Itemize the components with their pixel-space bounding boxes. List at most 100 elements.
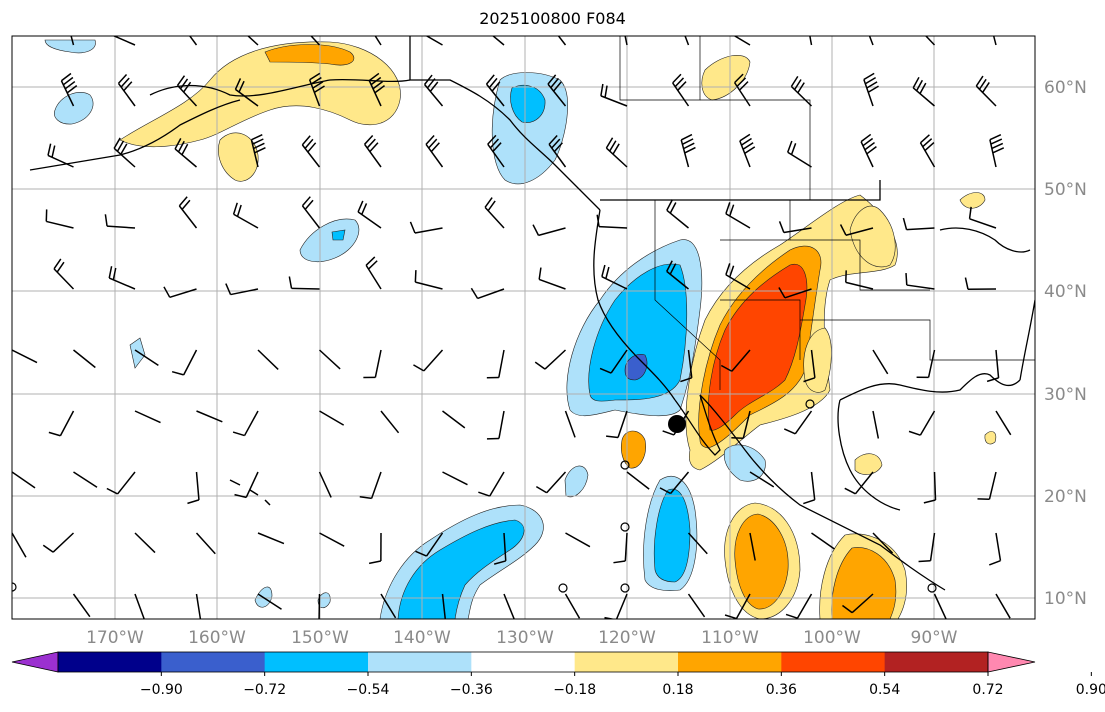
wind-barb <box>968 206 997 229</box>
wind-barb <box>368 72 385 107</box>
wind-barb <box>538 267 566 290</box>
wind-barb <box>12 105 13 106</box>
wind-barb <box>687 532 708 555</box>
wind-barb <box>666 260 689 290</box>
wind-barb <box>484 197 505 229</box>
longitude-label: 110°W <box>701 628 759 648</box>
wind-barb <box>535 471 567 494</box>
wind-barb <box>684 36 690 46</box>
wind-barb <box>811 532 835 550</box>
wind-barb <box>565 532 591 548</box>
wind-barb <box>176 75 198 107</box>
wind-barb <box>613 532 628 564</box>
colorbar-tick-label: 0.90 <box>1076 682 1105 698</box>
wind-barb <box>659 471 690 495</box>
wind-barb <box>73 471 98 488</box>
wind-barb <box>425 36 443 46</box>
wind-barb <box>842 593 874 614</box>
wind-barb <box>106 471 136 495</box>
wind-barb <box>680 349 693 383</box>
positive-anomaly-area <box>620 430 646 469</box>
wind-barb <box>195 532 216 555</box>
wind-barb <box>12 349 38 364</box>
wind-barb <box>196 410 223 423</box>
wind-barb <box>547 74 567 107</box>
wind-barb <box>809 36 813 46</box>
longitude-label: 130°W <box>496 628 554 648</box>
wind-barb <box>134 410 161 424</box>
wind-barb <box>319 532 345 547</box>
wind-barb <box>178 196 198 229</box>
wind-barb <box>485 74 505 107</box>
positive-anomaly-area <box>218 132 259 182</box>
wind-barb <box>357 200 382 229</box>
wind-barb <box>989 134 1005 168</box>
wind-barb <box>319 410 345 426</box>
wind-barb <box>964 277 997 291</box>
colorbar-segment <box>781 652 886 672</box>
wind-barb <box>134 593 145 619</box>
wind-barb <box>532 224 566 237</box>
latitude-label: 40°N <box>1044 282 1087 302</box>
wind-barb <box>442 471 468 486</box>
colorbar-tick-label: 0.36 <box>766 682 797 698</box>
wind-barb <box>912 76 935 107</box>
wind-barb <box>923 471 937 504</box>
wind-barb <box>134 532 156 554</box>
wind-barb <box>733 73 751 107</box>
longitude-labels: 170°W 160°W 150°W 140°W 130°W 120°W 110°W 100°W… <box>86 628 958 648</box>
wind-barb <box>12 227 13 228</box>
colorbar-segment <box>368 652 472 672</box>
wind-barb <box>72 593 91 618</box>
colorbar-segment <box>264 652 369 672</box>
latitude-label: 60°N <box>1044 78 1087 98</box>
wind-barb <box>977 471 997 500</box>
wind-barb <box>725 263 751 290</box>
wind-barb <box>486 349 505 379</box>
wind-barb <box>163 286 197 299</box>
wind-barb <box>174 138 197 168</box>
wind-barb <box>599 349 628 374</box>
longitude-label: 150°W <box>291 628 349 648</box>
wind-barb <box>493 532 507 565</box>
wind-barb <box>995 410 1012 436</box>
wind-barb <box>42 532 75 553</box>
negative-anomaly-area <box>564 465 589 498</box>
plot-frame <box>11 35 1036 620</box>
wind-barb <box>986 349 1000 383</box>
wind-barb <box>916 349 936 379</box>
colorbar-extend-max <box>987 651 1036 673</box>
wind-barb <box>918 532 936 563</box>
wind-barb <box>70 36 75 46</box>
wind-barb <box>470 287 505 300</box>
colorbar-tick-label: −0.36 <box>450 682 493 698</box>
wind-barb <box>596 214 628 229</box>
wind-barb <box>12 594 13 596</box>
wind-barb <box>104 214 136 229</box>
wind-barb <box>318 593 321 619</box>
wind-barb <box>380 410 400 434</box>
wind-barb <box>12 289 13 290</box>
positive-anomaly-area <box>701 55 751 101</box>
latitude-label: 30°N <box>1044 385 1087 405</box>
colorbar-segment <box>884 652 989 672</box>
positive-anomaly-area <box>849 205 896 268</box>
map-title: 2025100800 F084 <box>479 9 626 28</box>
wind-barb <box>171 349 198 376</box>
wind-barb <box>188 36 198 46</box>
wind-barb <box>60 72 78 107</box>
wind-barb <box>778 287 812 299</box>
wind-barb <box>234 78 259 107</box>
wind-barb <box>749 532 756 561</box>
wind-barb <box>872 532 894 554</box>
wind-barb <box>606 410 628 439</box>
wind-barb <box>117 73 136 107</box>
calm-circle <box>558 583 568 593</box>
wind-barb <box>988 532 1002 566</box>
wind-barb <box>48 410 75 437</box>
wind-barb <box>844 471 874 495</box>
longitude-label: 100°W <box>803 628 861 648</box>
negative-anomaly-area <box>129 337 146 369</box>
wind-barb <box>12 471 36 489</box>
